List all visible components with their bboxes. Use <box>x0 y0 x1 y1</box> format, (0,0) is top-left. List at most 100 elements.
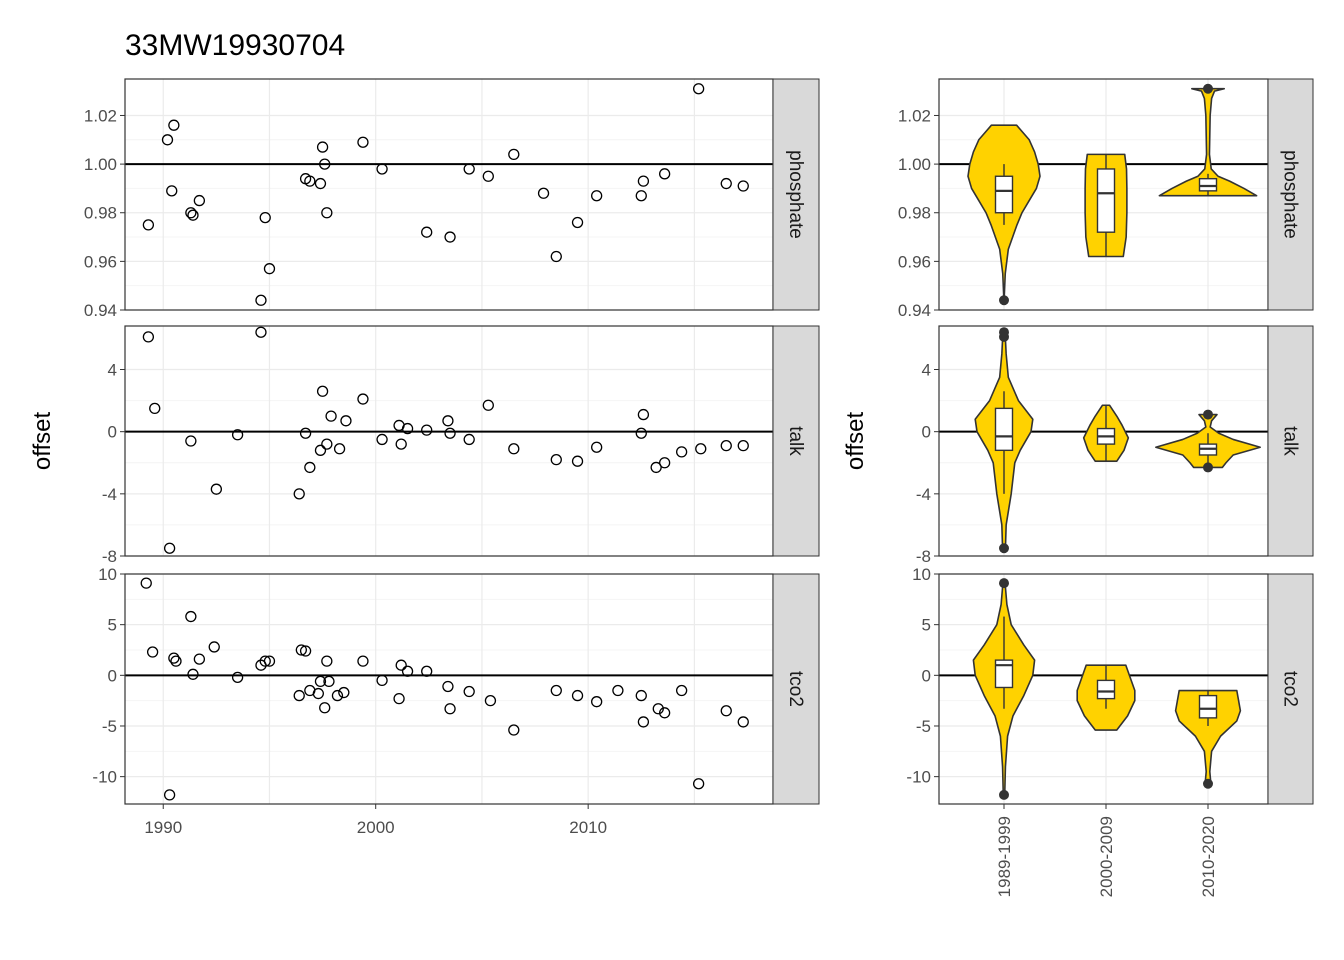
strip-background <box>1267 325 1314 557</box>
panel-background <box>125 326 773 556</box>
data-point <box>293 689 305 702</box>
data-point <box>323 675 335 688</box>
data-point <box>185 207 197 219</box>
data-point <box>675 684 688 697</box>
box <box>994 175 1014 214</box>
panel-background <box>125 79 773 310</box>
panel-background <box>125 574 773 804</box>
data-point <box>140 577 152 589</box>
data-point <box>635 190 647 202</box>
data-point <box>357 136 369 148</box>
violin-group-2010-2020 <box>1158 83 1258 197</box>
data-point <box>319 158 331 170</box>
strip-background <box>772 573 820 805</box>
data-point <box>185 435 197 447</box>
y-tick-label: 0.98 <box>84 204 117 223</box>
data-point <box>321 655 333 667</box>
data-point <box>168 119 180 131</box>
y-tick-label: 0.96 <box>84 252 117 271</box>
y-tick-label: 10 <box>912 565 931 584</box>
outlier-point <box>1203 83 1213 94</box>
data-point <box>357 655 369 667</box>
box <box>1096 679 1116 700</box>
right-panel-phosphate: 0.94 0.96 0.98 1.00 1.02 <box>898 79 1268 320</box>
data-point <box>263 655 276 667</box>
y-tick-label: 10 <box>98 565 117 584</box>
data-point <box>393 692 405 705</box>
data-point <box>692 778 705 790</box>
y-tick-label: -8 <box>916 547 931 566</box>
strip-background <box>772 78 820 311</box>
outlier-point <box>999 543 1009 554</box>
y-tick-label: 0 <box>108 666 117 685</box>
data-point <box>692 83 705 95</box>
data-point <box>376 674 388 687</box>
data-point <box>142 219 155 231</box>
data-point <box>571 216 584 229</box>
data-point <box>395 659 407 671</box>
data-point <box>314 675 327 688</box>
data-point <box>149 402 161 415</box>
data-point <box>591 696 603 708</box>
violin-group-1989-1999 <box>967 124 1041 306</box>
data-point <box>720 177 732 190</box>
data-point <box>482 399 494 411</box>
left-strip-phosphate: phosphate <box>772 78 820 311</box>
box <box>994 659 1014 689</box>
violin <box>1174 689 1242 785</box>
data-point <box>325 410 337 422</box>
left-panel-tco2: -10 -5 0 5 10 <box>92 565 773 804</box>
data-point <box>321 207 333 219</box>
violin-group-1989-1999 <box>974 327 1034 554</box>
data-point <box>395 438 407 450</box>
violin <box>1158 87 1258 197</box>
right-strip-tco2: tco2 <box>1267 573 1314 805</box>
box <box>1198 177 1218 192</box>
data-point <box>737 180 749 192</box>
data-point <box>508 443 520 455</box>
data-point <box>444 703 456 715</box>
data-point <box>720 705 732 717</box>
data-point <box>163 789 176 801</box>
data-point <box>357 393 369 405</box>
y-tick-label: 0 <box>922 423 931 442</box>
data-point <box>637 175 650 187</box>
data-point <box>550 453 562 466</box>
data-point <box>376 433 388 446</box>
data-point <box>333 443 346 455</box>
data-point <box>166 185 178 197</box>
left-panel-phosphate: 0.94 0.96 0.98 1.00 1.02 <box>84 79 773 320</box>
data-point <box>299 645 312 657</box>
right-panel-tco2: -10 -5 0 5 10 <box>906 565 1268 804</box>
data-point <box>421 665 433 677</box>
data-point <box>635 689 647 702</box>
x-tick-label: 2010 <box>569 818 607 837</box>
y-tick-label: 0.98 <box>898 204 931 223</box>
data-point <box>295 644 307 656</box>
data-point <box>635 427 647 439</box>
data-point <box>442 415 454 427</box>
left-strip-talk: talk <box>772 325 820 557</box>
data-point <box>737 440 749 452</box>
y-tick-label: 4 <box>922 361 931 380</box>
data-point <box>637 408 650 421</box>
y-tick-label: -4 <box>102 485 117 504</box>
y-tick-label: -8 <box>102 547 117 566</box>
left-strip-tco2: tco2 <box>772 573 820 805</box>
y-tick-label: 5 <box>108 616 117 635</box>
data-point <box>142 331 155 343</box>
outlier-point <box>1203 778 1213 789</box>
x-tick-label: 2000 <box>357 818 395 837</box>
data-point <box>650 461 662 474</box>
data-point <box>299 427 312 439</box>
y-tick-label: 0.96 <box>898 252 931 271</box>
outlier-point <box>999 295 1009 306</box>
y-tick-label: -10 <box>906 768 931 787</box>
y-tick-label: 5 <box>922 616 931 635</box>
data-point <box>444 427 456 439</box>
data-point <box>463 433 475 446</box>
right-panel-talk: -8 -4 0 4 <box>916 326 1268 566</box>
data-point <box>444 231 456 243</box>
data-point <box>401 665 414 677</box>
x-tick-label: 2000-2009 <box>1097 816 1116 897</box>
